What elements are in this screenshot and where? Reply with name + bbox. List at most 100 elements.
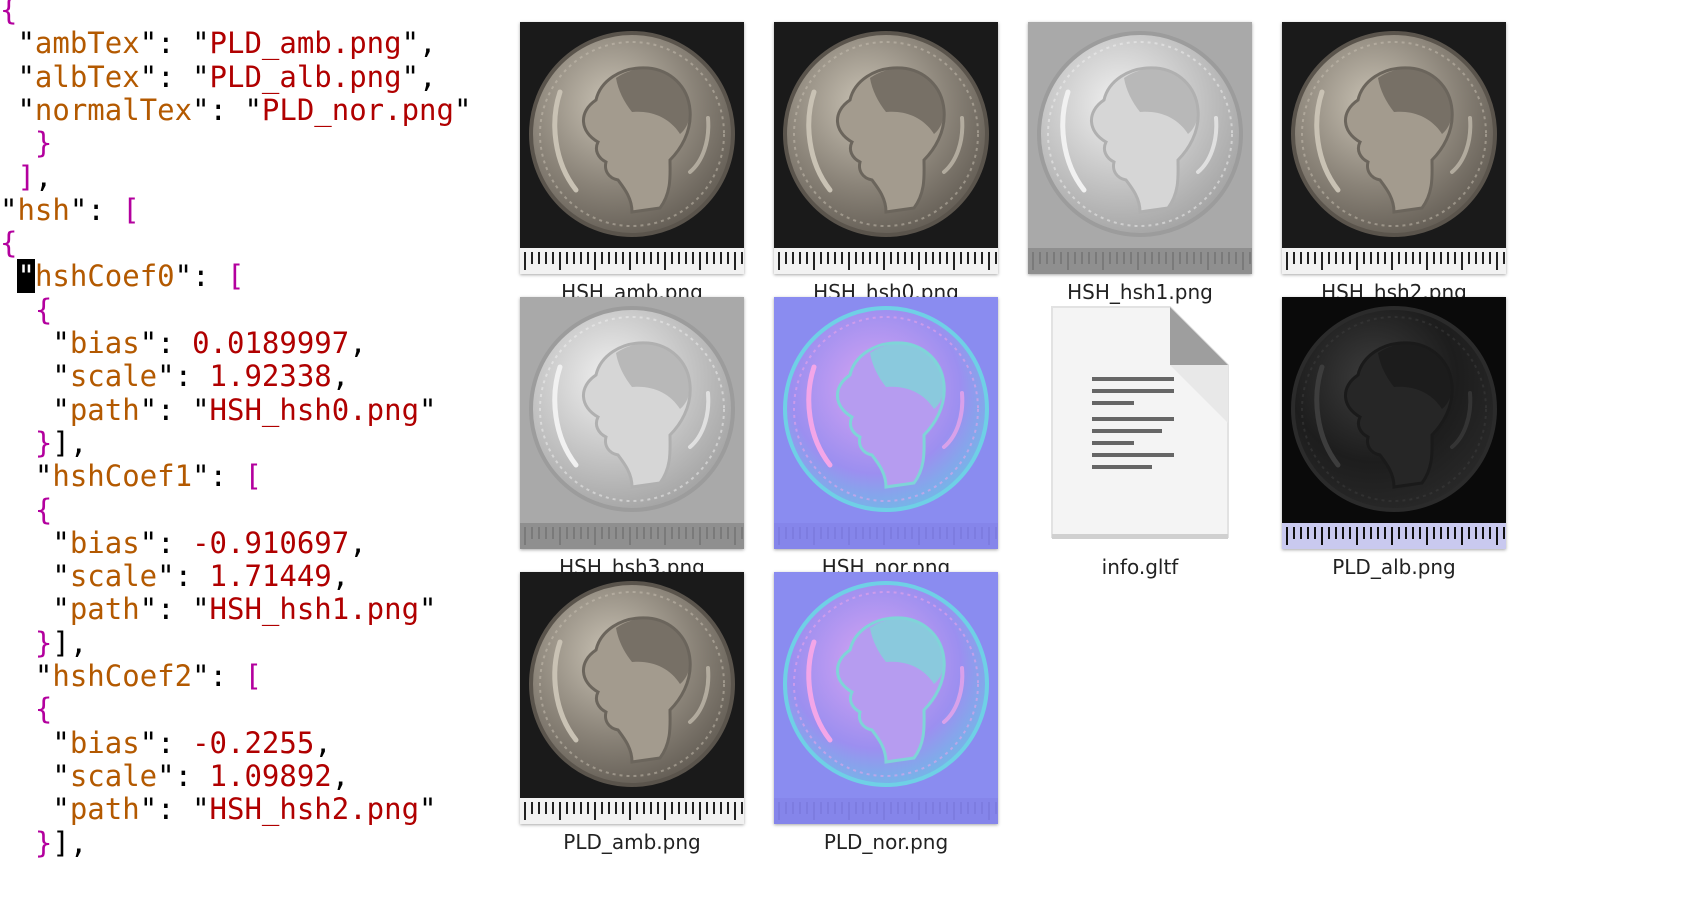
code-line[interactable]: }], <box>0 825 87 861</box>
code-token: { <box>0 492 53 527</box>
code-token: " <box>0 659 53 693</box>
code-token: normalTex <box>34 92 193 127</box>
file-item[interactable]: HSH_amb.png <box>484 0 760 306</box>
code-token: scale <box>69 359 158 394</box>
code-line[interactable]: "path": "HSH_hsh2.png" <box>0 791 436 827</box>
code-token: , <box>314 725 332 760</box>
coin-thumbnail-icon <box>1028 22 1252 274</box>
file-item[interactable]: PLD_nor.png <box>738 550 1014 854</box>
code-token: " <box>419 392 437 427</box>
code-token: ": <box>157 359 210 394</box>
file-name-label: PLD_nor.png <box>738 828 1034 856</box>
code-line[interactable]: "hshCoef1": [ <box>0 458 262 494</box>
code-token: " <box>0 758 70 793</box>
code-line[interactable]: "scale": 1.71449, <box>0 558 349 594</box>
code-line[interactable]: "albTex": "PLD_alb.png", <box>0 59 436 95</box>
code-line[interactable]: { <box>0 225 17 261</box>
file-name-text: PLD_nor.png <box>823 830 949 854</box>
code-token: ], <box>52 825 88 860</box>
code-token: -0.2255 <box>192 725 315 760</box>
code-line[interactable]: "bias": -0.910697, <box>0 525 366 561</box>
file-name-text: PLD_alb.png <box>1332 555 1456 579</box>
code-token: scale <box>69 559 158 594</box>
file-name-text: info.gltf <box>1101 555 1179 579</box>
code-line[interactable]: "scale": 1.09892, <box>0 758 349 794</box>
file-item[interactable]: HSH_hsh0.png <box>738 0 1014 304</box>
code-line[interactable]: }], <box>0 425 87 461</box>
code-token: { <box>0 292 53 327</box>
code-token: " <box>0 359 70 394</box>
code-token: ": " <box>139 592 210 627</box>
code-line[interactable]: "hshCoef0": [ <box>0 258 244 294</box>
code-line[interactable]: { <box>0 0 17 28</box>
code-token: { <box>0 226 18 261</box>
code-token: hsh <box>17 192 70 227</box>
code-line[interactable]: { <box>0 492 52 528</box>
code-line[interactable]: "bias": -0.2255, <box>0 725 332 761</box>
file-item[interactable]: info.gltf <box>992 275 1268 579</box>
code-token: ": <box>174 259 228 294</box>
file-item[interactable]: PLD_alb.png <box>1246 275 1522 579</box>
code-token: PLD_alb.png <box>209 59 402 94</box>
code-token: " <box>0 592 70 627</box>
code-line[interactable]: { <box>0 691 52 727</box>
file-item[interactable]: HSH_hsh2.png <box>1246 0 1522 304</box>
code-token: " <box>0 725 70 760</box>
code-token: " <box>419 592 437 627</box>
code-token: " <box>453 92 472 127</box>
code-line[interactable]: }], <box>0 625 87 661</box>
code-line[interactable]: "normalTex": "PLD_nor.png" <box>0 92 471 128</box>
code-token: 1.92338 <box>209 359 332 394</box>
code-token: albTex <box>34 59 140 94</box>
code-token: " <box>0 459 53 494</box>
code-token: scale <box>69 758 158 793</box>
normal-map-thumbnail-icon <box>774 297 998 549</box>
code-line[interactable]: "hshCoef2": [ <box>0 658 262 694</box>
code-line[interactable]: "path": "HSH_hsh0.png" <box>0 392 437 428</box>
file-item[interactable]: HSH_hsh1.png <box>992 0 1268 304</box>
code-token: } <box>0 825 53 860</box>
code-token: hshCoef2 <box>52 659 193 693</box>
code-token: hshCoef0 <box>34 259 175 294</box>
code-line[interactable]: ], <box>0 159 52 195</box>
coin-thumbnail-icon <box>774 22 998 274</box>
code-token: hshCoef1 <box>52 459 193 494</box>
code-token: " <box>0 559 70 594</box>
code-token: ": <box>139 525 193 560</box>
code-token: { <box>0 692 53 727</box>
code-token: ": <box>192 459 245 494</box>
file-item[interactable]: PLD_amb.png <box>484 550 760 854</box>
file-item[interactable]: HSH_nor.png <box>738 275 1014 579</box>
code-token: , <box>331 359 350 394</box>
code-token: " <box>0 92 35 127</box>
code-line[interactable]: "bias": 0.0189997, <box>0 325 367 361</box>
file-item[interactable]: HSH_hsh3.png <box>484 275 760 579</box>
text-document-icon <box>1050 305 1230 541</box>
code-token: HSH_hsh0.png <box>209 392 420 427</box>
code-editor[interactable]: { "ambTex": "PLD_amb.png", "albTex": "PL… <box>0 0 560 900</box>
code-token: " <box>0 192 18 227</box>
code-line[interactable]: } <box>0 125 52 161</box>
code-token: ": " <box>139 26 210 61</box>
code-token: bias <box>69 326 140 360</box>
coin-thumbnail-icon <box>520 572 744 824</box>
code-token: [ <box>227 259 245 294</box>
code-token: HSH_hsh1.png <box>209 592 420 627</box>
code-token: PLD_nor.png <box>261 92 454 127</box>
file-browser[interactable]: HSH_amb.png HSH_hsh0.png HSH_hsh1.png HS… <box>520 0 1694 900</box>
code-token: bias <box>69 725 140 760</box>
code-token: , <box>349 326 367 360</box>
code-token: " <box>0 59 35 94</box>
code-line[interactable]: "path": "HSH_hsh1.png" <box>0 591 437 627</box>
code-line[interactable]: "scale": 1.92338, <box>0 358 349 394</box>
coin-thumbnail-icon <box>1282 297 1506 549</box>
code-token: " <box>0 326 70 360</box>
code-line[interactable]: { <box>0 292 52 328</box>
code-token: path <box>69 592 140 627</box>
code-line[interactable]: "hsh": [ <box>0 192 140 228</box>
code-token: , <box>331 758 350 793</box>
code-line[interactable]: "ambTex": "PLD_amb.png", <box>0 25 436 61</box>
code-token: [ <box>122 192 140 227</box>
code-token: " <box>0 792 70 827</box>
code-token: { <box>0 0 18 27</box>
